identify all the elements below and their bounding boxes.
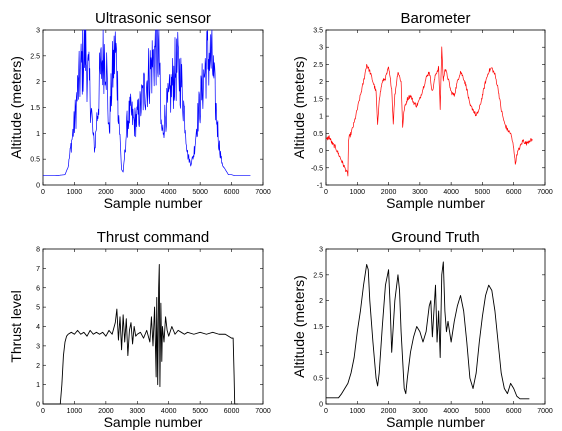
- x-tick-label: 3000: [129, 189, 145, 196]
- y-tick-label: 0: [36, 402, 40, 409]
- x-tick-label: 3000: [412, 408, 428, 415]
- x-tick-label: 1000: [349, 189, 365, 196]
- x-axis-label: Sample number: [386, 414, 485, 430]
- chart-panel-1: Ultrasonic sensor 0 1000 2000 3000 4000 5000 60…: [8, 10, 271, 211]
- plot-frame: [325, 29, 546, 186]
- y-tick-label: 2: [319, 298, 323, 305]
- y-tick-label: 2: [319, 79, 323, 86]
- y-tick-label: 2.5: [313, 62, 323, 69]
- chart-panel-4: Ground Truth 0 1000 2000 3000 4000 5000 6000 700…: [291, 229, 553, 430]
- x-tick-label: 3000: [412, 189, 428, 196]
- x-axis-label: Sample number: [386, 195, 485, 211]
- y-tick-label: 3: [319, 247, 323, 254]
- x-tick-label: 4000: [443, 408, 459, 415]
- y-axis-label: Thrust level: [8, 290, 24, 362]
- x-tick-label: 2000: [98, 408, 114, 415]
- y-tick-label: 7: [36, 266, 40, 273]
- chart-panel-2: Barometer 0 1000 2000 3000 4000 5000 6000 7000 -1…: [291, 10, 553, 211]
- chart-title: Ground Truth: [391, 229, 479, 246]
- y-axis-label: Altitude (meters): [291, 275, 307, 378]
- y-tick-label: 6: [36, 285, 40, 292]
- y-tick-label: 2.5: [30, 53, 40, 60]
- x-tick-label: 6000: [224, 408, 240, 415]
- x-tick-label: 6000: [506, 408, 522, 415]
- x-tick-label: 4000: [443, 189, 459, 196]
- plot-frame: [42, 248, 264, 405]
- x-tick-label: 1000: [349, 408, 365, 415]
- y-tick-label: -1: [317, 183, 323, 190]
- y-tick-label: 3.5: [313, 28, 323, 35]
- y-tick-label: 3: [36, 343, 40, 350]
- y-tick-label: 1.5: [313, 324, 323, 331]
- y-tick-label: 3: [36, 28, 40, 35]
- x-tick-label: 5000: [475, 189, 491, 196]
- series-line: [43, 29, 251, 177]
- y-tick-label: 4: [36, 324, 40, 331]
- x-tick-label: 7000: [255, 408, 271, 415]
- x-tick-label: 0: [324, 189, 328, 196]
- y-tick-label: 1: [319, 350, 323, 357]
- x-tick-label: 2000: [98, 189, 114, 196]
- series-line: [326, 261, 530, 400]
- y-tick-label: 2: [36, 363, 40, 370]
- series-line: [325, 46, 533, 177]
- chart-title: Barometer: [400, 10, 470, 27]
- x-tick-label: 7000: [255, 189, 271, 196]
- plot-frame: [325, 248, 546, 405]
- x-tick-label: 7000: [537, 189, 553, 196]
- x-tick-label: 3000: [129, 408, 145, 415]
- y-tick-label: 8: [36, 247, 40, 254]
- y-tick-label: 0.5: [313, 376, 323, 383]
- x-tick-label: 6000: [224, 189, 240, 196]
- x-tick-label: 4000: [161, 189, 177, 196]
- chart-panel-3: Thrust command 0 1000 2000 3000 4000 5000 6000 7…: [8, 229, 271, 430]
- x-axis-label: Sample number: [104, 414, 203, 430]
- y-tick-label: 2.5: [313, 272, 323, 279]
- x-tick-label: 5000: [192, 189, 208, 196]
- series-line: [43, 264, 238, 405]
- y-tick-label: 0: [319, 402, 323, 409]
- x-tick-label: 2000: [381, 408, 397, 415]
- chart-title: Thrust command: [97, 229, 210, 246]
- y-tick-label: 2: [36, 79, 40, 86]
- x-tick-label: 6000: [506, 189, 522, 196]
- y-tick-label: 5: [36, 305, 40, 312]
- x-tick-label: 5000: [475, 408, 491, 415]
- y-tick-label: 0: [319, 148, 323, 155]
- y-tick-label: 0.5: [313, 131, 323, 138]
- y-tick-label: 1.5: [313, 96, 323, 103]
- chart-title: Ultrasonic sensor: [95, 10, 211, 27]
- y-tick-label: 0.5: [30, 157, 40, 164]
- y-axis-label: Altitude (meters): [291, 56, 307, 159]
- x-tick-label: 0: [41, 189, 45, 196]
- x-tick-label: 5000: [192, 408, 208, 415]
- x-tick-label: 7000: [537, 408, 553, 415]
- y-tick-label: 1: [36, 131, 40, 138]
- y-axis-label: Altitude (meters): [8, 56, 24, 159]
- x-axis-label: Sample number: [104, 195, 203, 211]
- y-tick-label: 3: [319, 45, 323, 52]
- x-tick-label: 1000: [67, 189, 83, 196]
- y-tick-label: -0.5: [311, 165, 323, 172]
- x-tick-label: 0: [41, 408, 45, 415]
- x-tick-label: 0: [324, 408, 328, 415]
- x-tick-label: 4000: [161, 408, 177, 415]
- x-tick-label: 2000: [381, 189, 397, 196]
- x-tick-label: 1000: [67, 408, 83, 415]
- y-tick-label: 1: [36, 382, 40, 389]
- y-tick-label: 0: [36, 183, 40, 190]
- y-tick-label: 1: [319, 114, 323, 121]
- y-tick-label: 1.5: [30, 105, 40, 112]
